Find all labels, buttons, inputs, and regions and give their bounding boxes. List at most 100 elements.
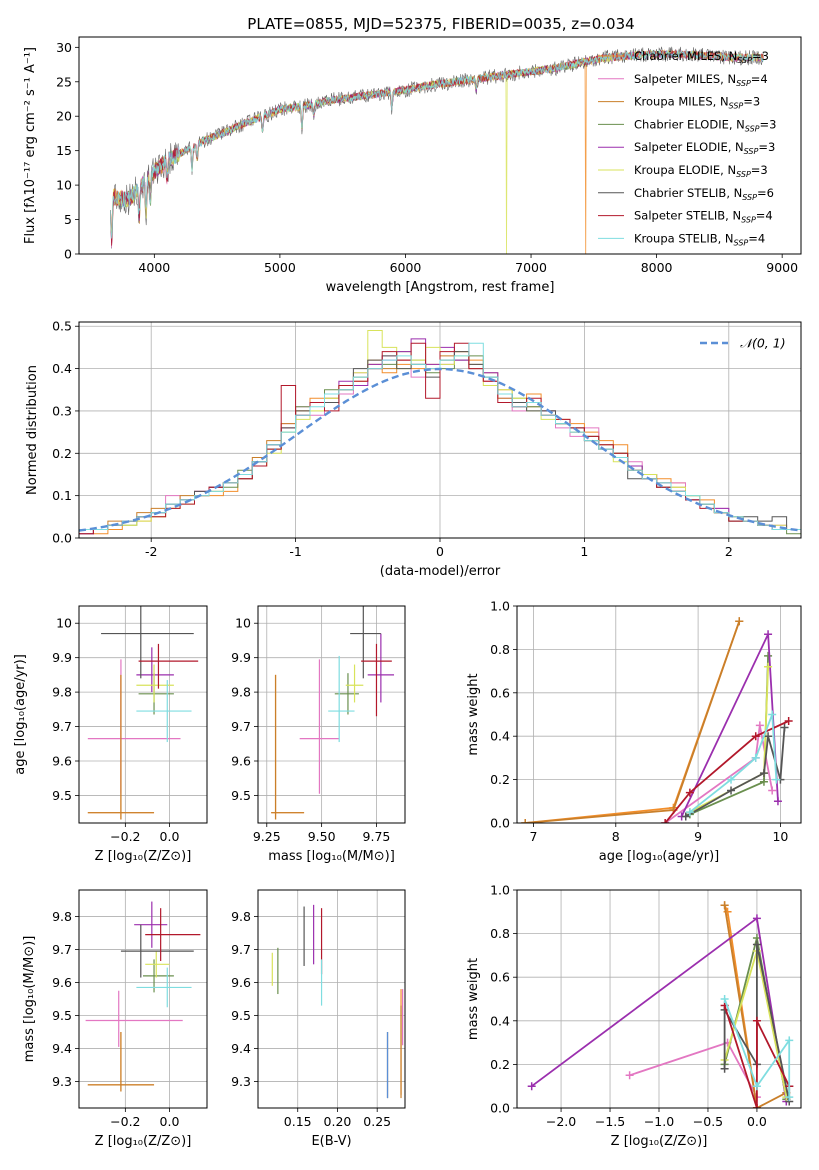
mass_vs_ebv-xtick-label-1: 0.20	[324, 1114, 352, 1129]
age_vs_mass-frame	[257, 605, 406, 824]
age_vs_mass-xtick-label-0: 9.25	[253, 829, 281, 844]
mass_vs_Z-ytick-label-1: 9.4	[52, 1041, 72, 1056]
weights_vs_age-marker-3-1	[759, 777, 768, 786]
residuals-ytick-label-0: 0.0	[52, 531, 72, 546]
spectrum-xtick-label-3: 7000	[515, 260, 547, 275]
age_vs_mass-point-2	[271, 674, 305, 820]
weights_vs_age-marker-4-2	[773, 797, 782, 806]
age-vs-metallicity-panel: −0.2 0.0 9.5 9.6 9.7 9.8 9.9 10 Z [log₁₀(Z/Z⊙)] a…	[13, 605, 208, 864]
weights_vs_Z-marker-8-1	[752, 1082, 761, 1091]
weights_vs_Z-ytick-label-1: 0.2	[490, 1057, 510, 1072]
legend-entry-3: Chabrier ELODIE, NSSP=3	[634, 117, 776, 133]
weights_vs_Z-frame	[516, 889, 802, 1109]
weights_vs_Z-marker-7-2	[752, 1016, 761, 1025]
age_vs_mass-ytick-label-0: 9.5	[231, 788, 251, 803]
weights_vs_age-ytick-label-4: 0.8	[490, 642, 510, 657]
spectrum-ylabel: Flux [fλ10⁻¹⁷ erg cm⁻² s⁻¹ A⁻¹]	[23, 47, 38, 244]
age_vs_mass-xtick-label-1: 9.50	[308, 829, 336, 844]
weights_vs_age-marker-7-1	[685, 788, 694, 797]
spectrum-plot-area	[110, 46, 764, 254]
weights_vs_Z-marker-8-2	[785, 1036, 794, 1045]
mass_vs_Z-frame	[78, 889, 208, 1109]
mass_vs_Z-point-6	[120, 924, 194, 978]
weights_vs_age-marker-5-2	[764, 662, 773, 671]
mass_vs_Z-ytick-label-4: 9.7	[52, 942, 72, 957]
mass_vs_ebv-xtick-label-2: 0.25	[363, 1114, 391, 1129]
weights_vs_age-marker-1-3	[768, 786, 777, 795]
mass_vs_Z-point-2	[87, 1032, 155, 1092]
weights_vs_age-ytick-label-0: 0.0	[490, 816, 510, 831]
weights_vs_Z-xtick-label-4: 0.0	[747, 1114, 767, 1129]
mass_vs_Z-plot-area	[85, 901, 201, 1092]
weights_vs_age-marker-2-0	[521, 819, 530, 823]
age_vs_Z-point-7	[138, 643, 199, 689]
mass_vs_Z-ylabel: mass [log₁₀(M/M⊙)]	[22, 936, 37, 1063]
weights_vs_age-marker-6-2	[759, 769, 768, 778]
weights_vs_Z-marker-6-0	[720, 1064, 729, 1073]
weights_vs_age-xtick-label-1: 8	[612, 829, 620, 844]
weights_vs_Z-series-8	[723, 998, 791, 1098]
residuals-xtick-label-4: 2	[725, 544, 733, 559]
age_vs_Z-ytick-label-0: 9.5	[52, 788, 72, 803]
mass_vs_Z-point-8	[136, 967, 192, 1008]
residuals-xtick-label-3: 1	[580, 544, 588, 559]
weights_vs_Z-ytick-label-4: 0.8	[490, 926, 510, 941]
spectrum-ytick-label-4: 20	[56, 109, 72, 124]
mass_vs_Z-point-5	[145, 951, 170, 978]
weights_vs_age-ylabel: mass weight	[466, 673, 481, 755]
weights_vs_age-xtick-label-0: 7	[529, 829, 537, 844]
age_vs_mass-point-5	[345, 664, 364, 703]
residuals-frame	[78, 321, 802, 539]
normal-curve	[79, 367, 801, 532]
mass_vs_Z-ytick-label-2: 9.5	[52, 1008, 72, 1023]
spectrum-ytick-label-1: 5	[64, 212, 72, 227]
weights_vs_age-marker-7-3	[784, 717, 793, 726]
spectrum-xtick-label-0: 4000	[138, 260, 170, 275]
weights-vs-age-panel: 7 8 9 10 0.0 0.2 0.4 0.6 0.8 1.0 age [log₁₀(age/yr…	[466, 599, 802, 864]
age_vs_Z-frame	[78, 605, 208, 824]
spectrum-ytick-label-5: 25	[56, 74, 72, 89]
mass_vs_ebv-ytick-label-3: 9.6	[231, 975, 251, 990]
weights_vs_age-marker-6-1	[727, 786, 736, 795]
weights_vs_Z-xtick-label-1: −1.5	[595, 1114, 625, 1129]
weights_vs_age-ytick-label-2: 0.4	[490, 729, 510, 744]
weights_vs_Z-xtick-label-2: −1.0	[644, 1114, 674, 1129]
legend-entry-1: Salpeter MILES, NSSP=4	[634, 72, 768, 88]
spectrum-series-kroupa-stelib	[110, 49, 764, 239]
age_vs_Z-xtick-label-1: 0.0	[160, 829, 180, 844]
mass_vs_ebv-ytick-label-1: 9.4	[231, 1041, 251, 1056]
legend-entry-8: Kroupa STELIB, NSSP=4	[634, 231, 765, 247]
spectrum-xtick-label-4: 8000	[641, 260, 673, 275]
mass-vs-metallicity-panel: −0.2 0.0 9.3 9.4 9.5 9.6 9.7 9.8 Z [log₁₀(Z/Z⊙)]…	[22, 889, 208, 1149]
weights_vs_Z-marker-7-1	[752, 1104, 761, 1108]
residuals-plot-area	[79, 330, 801, 535]
age_vs_Z-ytick-label-5: 10	[56, 616, 72, 631]
weights_vs_age-ytick-label-1: 0.2	[490, 772, 510, 787]
residuals-ylabel: Normed distribution	[25, 365, 40, 495]
residuals-xtick-label-0: -2	[145, 544, 157, 559]
weights_vs_Z-marker-4-1	[752, 914, 761, 923]
mass_vs_ebv-plot-area	[271, 904, 404, 1099]
mass_vs_ebv-ytick-label-2: 9.5	[231, 1008, 251, 1023]
weights_vs_Z-marker-8-0	[720, 995, 729, 1003]
weights_vs_age-marker-3-2	[764, 651, 773, 660]
mass_vs_Z-ytick-label-0: 9.3	[52, 1074, 72, 1089]
weights_vs_age-marker-7-0	[661, 819, 670, 823]
weights_vs_age-plot-area	[521, 617, 793, 823]
weights_vs_Z-ytick-label-3: 0.6	[490, 970, 510, 985]
weights_vs_age-marker-2-2	[735, 617, 744, 626]
spectrum-frame	[78, 36, 802, 255]
weights_vs_age-marker-8-4	[772, 775, 781, 784]
age_vs_mass-xlabel: mass [log₁₀(M/M⊙)]	[268, 849, 395, 864]
weights_vs_age-marker-8-2	[751, 753, 760, 762]
weights_vs_age-ytick-label-5: 1.0	[490, 599, 510, 614]
mass_vs_Z-xtick-label-0: −0.2	[110, 1114, 140, 1129]
age_vs_Z-xlabel: Z [log₁₀(Z/Z⊙)]	[95, 849, 192, 864]
mass_vs_Z-point-7	[145, 908, 201, 962]
mass_vs_ebv-frame	[257, 889, 406, 1109]
age_vs_Z-point-6	[101, 606, 194, 679]
weights_vs_age-marker-8-1	[727, 775, 736, 784]
age_vs_mass-xtick-label-2: 9.75	[363, 829, 391, 844]
weights_vs_Z-ytick-label-2: 0.4	[490, 1013, 510, 1028]
